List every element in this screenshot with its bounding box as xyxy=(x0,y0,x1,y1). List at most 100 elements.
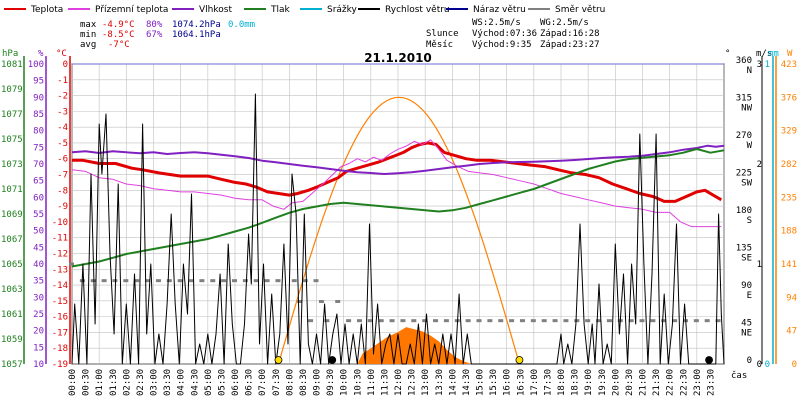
sunrise-sunset-marker xyxy=(515,356,524,364)
temperature-tick-label: -12 xyxy=(52,249,68,259)
x-tick-label: 07:30 xyxy=(272,369,282,396)
x-tick-label: 08:00 xyxy=(285,369,295,396)
humidity-tick-label: 30 xyxy=(33,293,44,303)
wind-direction-mark xyxy=(530,319,536,323)
legend-label: Vlhkost xyxy=(199,5,232,15)
moonrise-time: Východ:9:35 xyxy=(472,40,532,50)
wind-direction-mark xyxy=(275,279,281,283)
wind-direction-mark xyxy=(221,279,227,283)
direction-tick-label: 270 xyxy=(736,131,752,141)
stats-min-pressure: 1064.1hPa xyxy=(172,30,221,40)
wind-direction-mark xyxy=(487,319,493,323)
x-tick-label: 03:00 xyxy=(150,369,160,396)
direction-tick-label: 0 xyxy=(747,356,752,366)
pressure-tick-label: 1081 xyxy=(1,60,23,70)
legend-label: Náraz větru xyxy=(473,5,526,15)
temperature-tick-label: 0 xyxy=(63,60,68,70)
series-line-vlhkost xyxy=(71,144,725,175)
temperature-tick-label: -18 xyxy=(52,344,68,354)
x-tick-label: 05:00 xyxy=(204,369,214,396)
wind-direction-mark xyxy=(123,279,129,283)
x-tick-label: 11:30 xyxy=(380,369,390,396)
direction-compass-label: NE xyxy=(741,329,752,339)
x-tick-label: 12:00 xyxy=(394,369,404,396)
wind-direction-mark xyxy=(367,319,373,323)
wind-direction-mark xyxy=(574,319,580,323)
wind-direction-mark xyxy=(155,279,161,283)
humidity-tick-label: 70 xyxy=(33,160,44,170)
legend-label: Srážky xyxy=(327,5,358,15)
sun-label: Slunce xyxy=(426,29,459,39)
wind-direction-mark xyxy=(188,279,194,283)
wind-direction-mark xyxy=(145,279,151,283)
temperature-tick-label: -3 xyxy=(57,107,68,117)
wind-direction-mark xyxy=(465,319,471,323)
wind-direction-mark xyxy=(541,319,547,323)
solar-tick-label: 235 xyxy=(781,193,797,203)
pressure-axis-unit: hPa xyxy=(2,49,18,59)
x-tick-label: 01:30 xyxy=(109,369,119,396)
humidity-tick-label: 20 xyxy=(33,327,44,337)
x-tick-label: 10:00 xyxy=(340,369,350,396)
wind-direction-mark xyxy=(253,279,259,283)
humidity-tick-label: 55 xyxy=(33,210,44,220)
x-tick-label: 02:30 xyxy=(136,369,146,396)
wind-direction-mark xyxy=(302,279,308,283)
humidity-axis-unit: % xyxy=(38,49,44,59)
wind-direction-mark xyxy=(400,319,406,323)
x-tick-label: 05:30 xyxy=(217,369,227,396)
stats-max-temp: -4.9°C xyxy=(102,20,135,30)
wind-direction-mark xyxy=(628,319,634,323)
stats-avg-temp: -7°C xyxy=(108,40,130,50)
stats-max-humidity: 80% xyxy=(146,20,163,30)
direction-axis-unit: ° xyxy=(725,49,730,59)
wind-direction-mark xyxy=(112,279,118,283)
humidity-tick-label: 15 xyxy=(33,343,44,353)
x-tick-label: 03:30 xyxy=(163,369,173,396)
wind-direction-mark xyxy=(411,319,417,323)
x-tick-label: 16:00 xyxy=(503,369,513,396)
legend-label: Rychlost větru xyxy=(385,5,450,15)
solar-radiation-area xyxy=(357,327,472,364)
humidity-tick-label: 100 xyxy=(28,60,44,70)
pressure-tick-label: 1075 xyxy=(1,135,23,145)
legend-label: Teplota xyxy=(30,5,63,15)
stats-max-rain: 0.0mm xyxy=(228,20,255,30)
chart-title: 21.1.2010 xyxy=(364,51,432,65)
pressure-tick-label: 1059 xyxy=(1,335,23,345)
wind-direction-mark xyxy=(661,319,667,323)
solar-elevation-curve xyxy=(277,96,520,365)
wind-direction-mark xyxy=(606,319,612,323)
pressure-tick-label: 1073 xyxy=(1,160,23,170)
stats-max-label: max xyxy=(80,20,97,30)
rain-axis-unit: mm xyxy=(768,49,779,59)
direction-tick-label: 360 xyxy=(736,56,752,66)
solar-tick-label: 94 xyxy=(786,293,797,303)
x-tick-label: 20:00 xyxy=(611,369,621,396)
wind-direction-mark xyxy=(552,319,558,323)
wind-direction-mark xyxy=(90,279,96,283)
pressure-tick-label: 1061 xyxy=(1,310,23,320)
x-tick-label: 04:30 xyxy=(190,369,200,396)
pressure-tick-label: 1063 xyxy=(1,285,23,295)
temperature-tick-label: -8 xyxy=(57,186,68,196)
stats-avg-label: avg xyxy=(80,40,96,50)
moon-marker xyxy=(705,356,713,364)
wind-direction-mark xyxy=(346,319,352,323)
wind-direction-mark xyxy=(69,262,74,266)
humidity-tick-label: 60 xyxy=(33,193,44,203)
humidity-tick-label: 35 xyxy=(33,277,44,287)
x-tick-label: 13:00 xyxy=(421,369,431,396)
legend-label: Přízemní teplota xyxy=(95,5,168,15)
wind-direction-mark xyxy=(422,319,428,323)
temperature-tick-label: -9 xyxy=(57,202,68,212)
direction-tick-label: 45 xyxy=(741,319,752,329)
direction-compass-label: N xyxy=(747,66,752,76)
solar-tick-label: 47 xyxy=(786,327,797,337)
x-tick-label: 14:30 xyxy=(462,369,472,396)
x-tick-label: 21:00 xyxy=(639,369,649,396)
wind-direction-mark xyxy=(509,319,515,323)
pressure-tick-label: 1069 xyxy=(1,210,23,220)
stats-min-humidity: 67% xyxy=(146,30,163,40)
